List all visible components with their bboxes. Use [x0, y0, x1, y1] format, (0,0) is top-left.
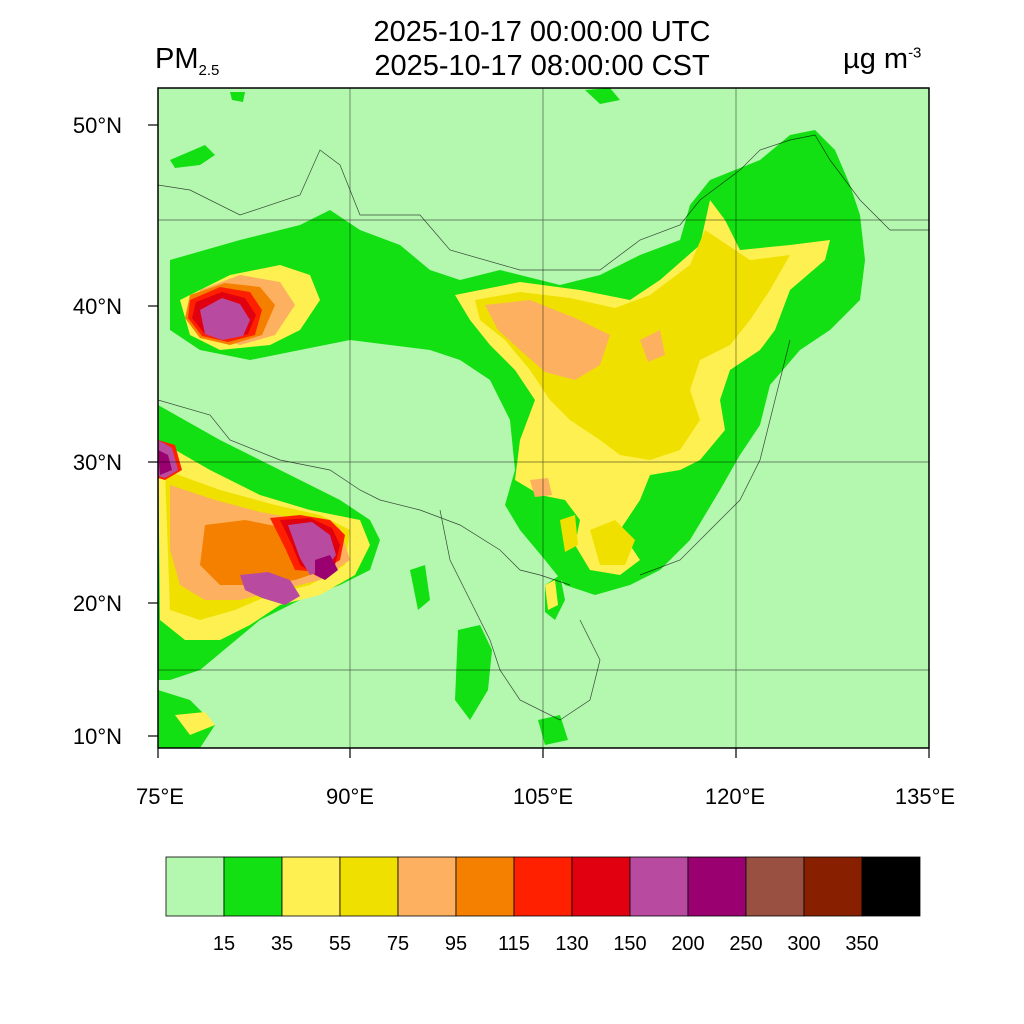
title-cst: 2025-10-17 08:00:00 CST [374, 50, 710, 82]
lon-tick-75: 75°E [136, 784, 184, 809]
lat-tick-labels: 10°N 20°N 30°N 40°N 50°N [73, 113, 122, 749]
lat-tick-30: 30°N [73, 450, 122, 475]
colorbar-swatch [687, 856, 747, 917]
colorbar-swatch [339, 856, 399, 917]
colorbar-label: 35 [271, 933, 293, 955]
colorbar-label: 75 [387, 933, 409, 955]
lat-tick-10: 10°N [73, 724, 122, 749]
level-250-region [158, 450, 338, 580]
colorbar-swatch [455, 856, 515, 917]
colorbar-swatch [803, 856, 863, 917]
colorbar-label: 115 [498, 933, 530, 955]
lon-tick-90: 90°E [326, 784, 374, 809]
units-text: µg m [843, 43, 909, 75]
colorbar [165, 856, 921, 917]
colorbar-swatch [397, 856, 457, 917]
colorbar-swatch [281, 856, 341, 917]
colorbar-label: 200 [671, 933, 704, 955]
colorbar-swatch [629, 856, 689, 917]
colorbar-swatch [745, 856, 805, 917]
lon-tick-105: 105°E [513, 784, 573, 809]
colorbar-labels: 15 35 55 75 95 115 130 150 200 250 300 350 [213, 933, 879, 955]
colorbar-label: 15 [213, 933, 235, 955]
colorbar-swatch [223, 856, 283, 917]
colorbar-swatch [165, 856, 225, 917]
title-utc: 2025-10-17 00:00:00 UTC [373, 16, 711, 48]
lat-tick-20: 20°N [73, 591, 122, 616]
graticule [158, 88, 929, 748]
lat-tick-40: 40°N [73, 294, 122, 319]
lon-tick-135: 135°E [895, 784, 955, 809]
colorbar-label: 350 [845, 933, 878, 955]
variable-label: PM2.5 [155, 43, 219, 79]
colorbar-label: 130 [555, 933, 588, 955]
tick-marks [148, 124, 930, 758]
colorbar-label: 55 [329, 933, 351, 955]
pm25-field [158, 88, 929, 748]
variable-subscript: 2.5 [198, 61, 220, 79]
lon-tick-120: 120°E [705, 784, 765, 809]
colorbar-label: 300 [787, 933, 820, 955]
units-exponent: -3 [908, 44, 922, 62]
lat-tick-50: 50°N [73, 113, 122, 138]
units-label: µg m-3 [843, 43, 921, 76]
colorbar-label: 250 [729, 933, 762, 955]
colorbar-swatch [571, 856, 631, 917]
colorbar-label: 95 [445, 933, 467, 955]
colorbar-label: 150 [613, 933, 646, 955]
borders [158, 134, 929, 721]
colorbar-swatch [513, 856, 573, 917]
variable-name: PM [155, 43, 199, 75]
lon-tick-labels: 75°E 90°E 105°E 120°E 135°E [136, 784, 955, 809]
colorbar-swatch [861, 856, 921, 917]
